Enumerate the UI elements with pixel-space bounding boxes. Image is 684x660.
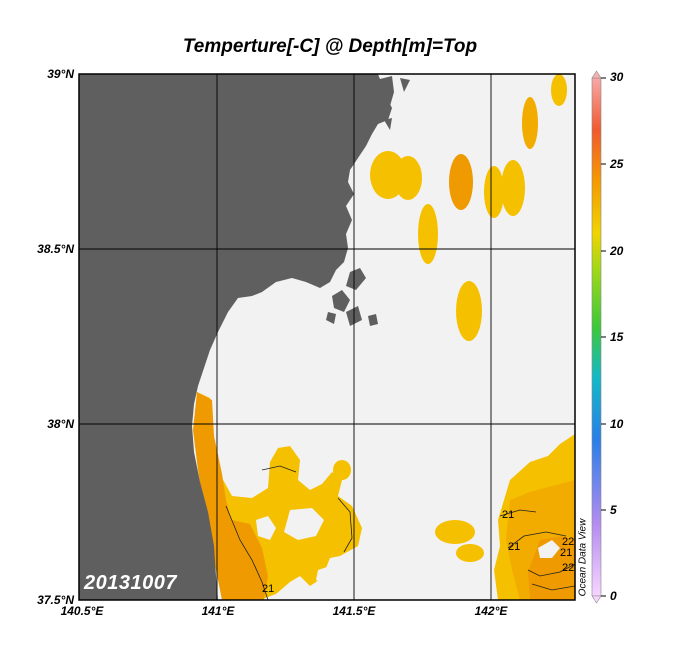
- date-label: 20131007: [84, 572, 177, 594]
- contour-label: 21: [508, 541, 520, 553]
- temperature-patches-coast: [193, 392, 362, 600]
- contour-label: 22: [562, 562, 574, 574]
- contour-label: 21: [502, 509, 514, 521]
- lat-label-38-5: 38.5°N: [37, 242, 74, 256]
- lon-label-142: 142°E: [474, 604, 508, 618]
- colorbar-tick-30: 30: [610, 70, 624, 84]
- temperature-patches-southeast: [435, 434, 575, 600]
- land-islands: [326, 76, 410, 326]
- land-mass: [79, 74, 392, 600]
- colorbar-tick-15: 15: [610, 330, 624, 344]
- map-title: Temperture[-C] @ Depth[m]=Top: [182, 36, 478, 57]
- contour-label: 21: [262, 583, 274, 595]
- colorbar-tick-20: 20: [610, 244, 624, 258]
- lat-label-38: 38°N: [47, 417, 74, 431]
- contour-label: 21: [560, 547, 572, 559]
- lat-label-39: 39°N: [47, 67, 74, 81]
- lon-label-140-5: 140.5°E: [60, 604, 104, 618]
- contour-lines: [225, 465, 575, 600]
- lon-label-141: 141°E: [201, 604, 235, 618]
- colorbar-tick-10: 10: [610, 417, 624, 431]
- colorbar-tick-0: 0: [610, 589, 617, 603]
- grid-lines: [79, 74, 575, 600]
- colorbar-tick-5: 5: [610, 503, 617, 517]
- colorbar: [591, 70, 606, 604]
- contour-label: 22: [562, 536, 574, 548]
- lat-label-37-5: 37.5°N: [37, 593, 74, 607]
- ocean-data-view-watermark: Ocean Data View: [577, 518, 589, 597]
- colorbar-tick-25: 25: [610, 157, 624, 171]
- temperature-patches-north: [370, 74, 567, 341]
- plot-frame: [78, 73, 576, 601]
- lon-label-141-5: 141.5°E: [332, 604, 376, 618]
